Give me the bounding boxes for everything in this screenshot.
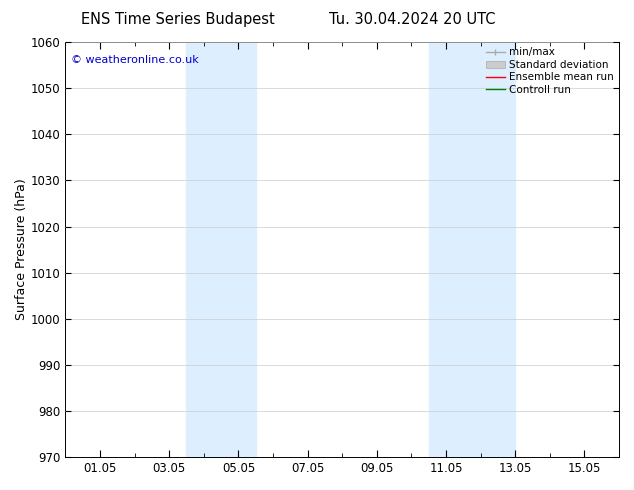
Text: ENS Time Series Budapest: ENS Time Series Budapest <box>81 12 275 27</box>
Text: Tu. 30.04.2024 20 UTC: Tu. 30.04.2024 20 UTC <box>329 12 495 27</box>
Y-axis label: Surface Pressure (hPa): Surface Pressure (hPa) <box>15 179 28 320</box>
Legend: min/max, Standard deviation, Ensemble mean run, Controll run: min/max, Standard deviation, Ensemble me… <box>484 45 616 97</box>
Bar <box>429 42 515 457</box>
Text: © weatheronline.co.uk: © weatheronline.co.uk <box>71 54 198 65</box>
Bar <box>186 42 256 457</box>
